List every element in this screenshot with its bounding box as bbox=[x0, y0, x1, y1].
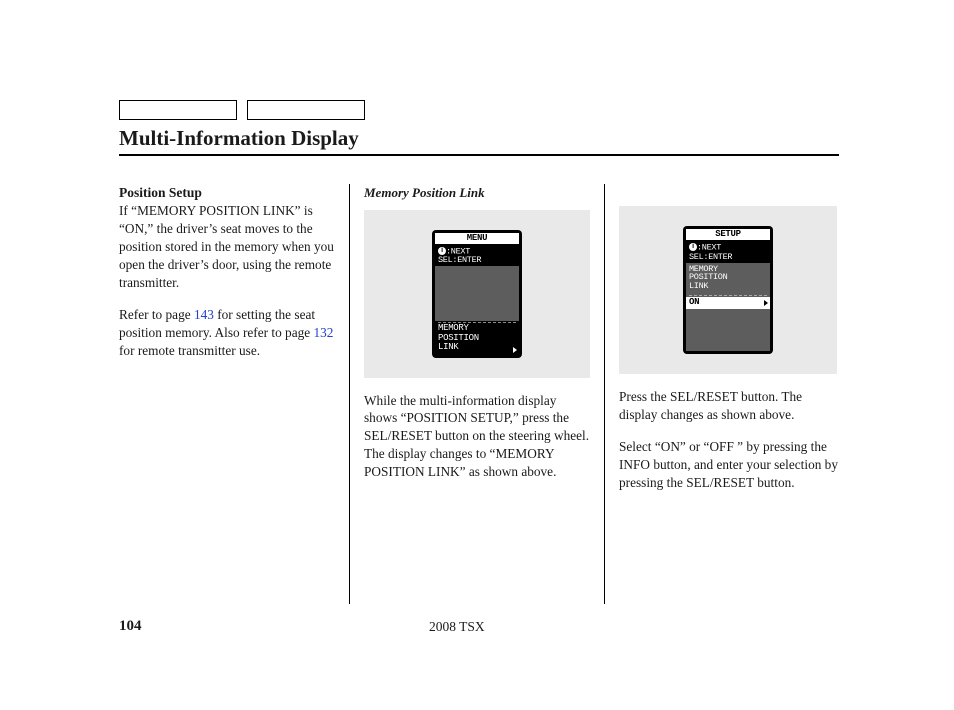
info-icon: i bbox=[689, 243, 697, 251]
info-icon: i bbox=[438, 247, 446, 255]
display-illustration-2: SETUP i:NEXT SEL:ENTER MEMORY POSITION L… bbox=[619, 206, 837, 374]
sub-text: SEL:ENTER bbox=[438, 255, 481, 265]
header-box-2 bbox=[247, 100, 365, 120]
model-year: 2008 TSX bbox=[429, 619, 485, 635]
selected-option: ON bbox=[686, 297, 770, 308]
body-text: Refer to page bbox=[119, 307, 194, 322]
body-text: for remote transmitter use. bbox=[119, 343, 260, 358]
body-text: While the multi-information display show… bbox=[364, 392, 590, 482]
header-placeholder-boxes bbox=[119, 100, 839, 120]
arrow-right-icon bbox=[764, 300, 768, 306]
page-link-143[interactable]: 143 bbox=[194, 307, 214, 322]
column-2: Memory Position Link MENU i:NEXT SEL:ENT… bbox=[349, 184, 605, 604]
divider-line bbox=[689, 295, 767, 296]
device-screen: MENU i:NEXT SEL:ENTER MEMORY POSITION LI… bbox=[435, 233, 519, 355]
sub-text: SEL:ENTER bbox=[689, 252, 732, 262]
page-link-132[interactable]: 132 bbox=[314, 325, 334, 340]
manual-page: Multi-Information Display Position Setup… bbox=[119, 100, 839, 604]
body-text: Select “ON” or “OFF ” by pressing the IN… bbox=[619, 438, 839, 492]
arrow-right-icon bbox=[513, 347, 517, 353]
page-number: 104 bbox=[119, 618, 142, 634]
menu-line: LINK bbox=[438, 342, 458, 352]
body-text: If “MEMORY POSITION LINK” is “ON,” the d… bbox=[119, 203, 334, 290]
device-screen: SETUP i:NEXT SEL:ENTER MEMORY POSITION L… bbox=[686, 229, 770, 351]
header-box-1 bbox=[119, 100, 237, 120]
reference-block: Refer to page 143 for setting the seat p… bbox=[119, 306, 335, 360]
subsection-heading: Memory Position Link bbox=[364, 184, 590, 202]
spacer bbox=[619, 184, 839, 206]
page-title: Multi-Information Display bbox=[119, 126, 839, 156]
page-footer: 104 2008 TSX bbox=[119, 618, 839, 635]
body-text: Press the SEL/RESET button. The display … bbox=[619, 388, 839, 424]
section-heading: Position Setup bbox=[119, 185, 202, 200]
column-1: Position Setup If “MEMORY POSITION LINK”… bbox=[119, 184, 349, 604]
content-columns: Position Setup If “MEMORY POSITION LINK”… bbox=[119, 184, 839, 604]
screen-header: SETUP bbox=[686, 229, 770, 242]
selected-text: ON bbox=[689, 297, 699, 307]
screen-middle bbox=[435, 266, 519, 321]
screen-header: MENU bbox=[435, 233, 519, 246]
screen-subheader: i:NEXT SEL:ENTER bbox=[686, 242, 770, 262]
menu-line: LINK bbox=[689, 281, 708, 291]
position-setup-block: Position Setup If “MEMORY POSITION LINK”… bbox=[119, 184, 335, 292]
screen-middle-text: MEMORY POSITION LINK bbox=[686, 263, 770, 294]
screen-lower: MEMORY POSITION LINK bbox=[435, 321, 519, 354]
device-frame: SETUP i:NEXT SEL:ENTER MEMORY POSITION L… bbox=[683, 226, 773, 354]
device-frame: MENU i:NEXT SEL:ENTER MEMORY POSITION LI… bbox=[432, 230, 522, 358]
display-illustration-1: MENU i:NEXT SEL:ENTER MEMORY POSITION LI… bbox=[364, 210, 590, 378]
spacer: ON bbox=[686, 293, 770, 351]
column-3: SETUP i:NEXT SEL:ENTER MEMORY POSITION L… bbox=[605, 184, 839, 604]
screen-subheader: i:NEXT SEL:ENTER bbox=[435, 246, 519, 266]
